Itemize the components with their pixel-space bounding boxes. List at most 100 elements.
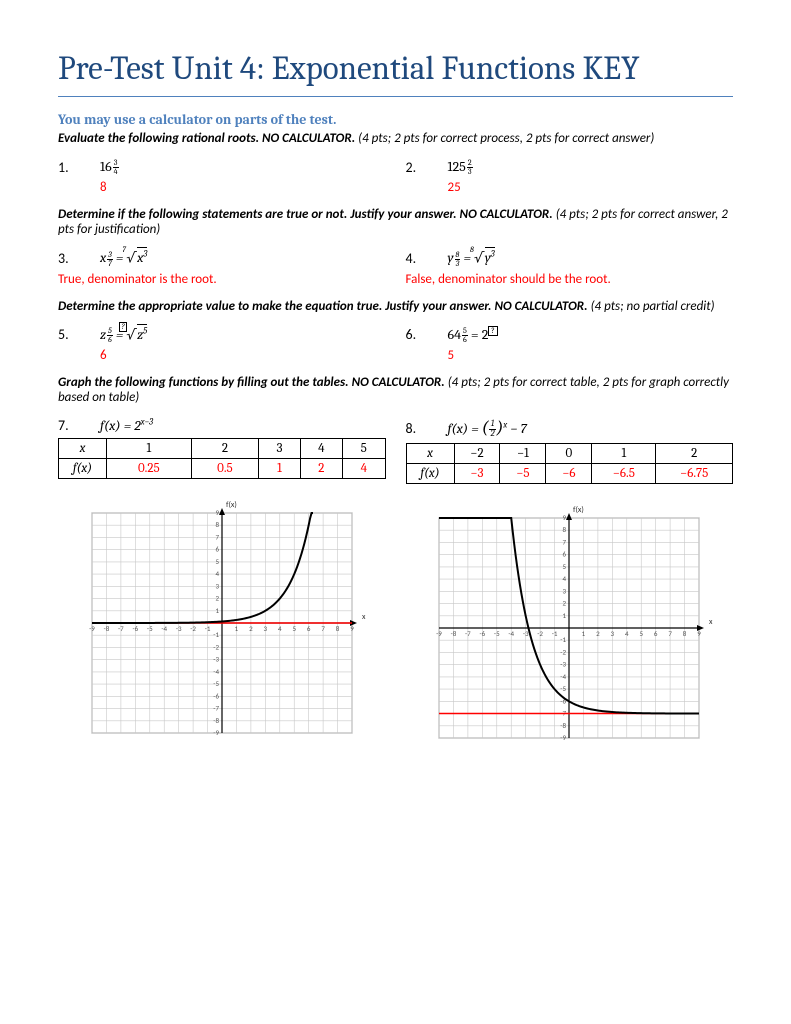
svg-text:9: 9 <box>697 629 701 638</box>
q6-ans: 5 <box>448 348 734 363</box>
svg-text:5: 5 <box>563 562 567 571</box>
svg-text:-1: -1 <box>213 630 219 639</box>
q1-math: 1634 <box>100 158 119 176</box>
svg-text:-9: -9 <box>561 733 567 742</box>
table-row: x 1 2 3 4 5 <box>59 439 386 459</box>
svg-text:1: 1 <box>215 606 219 615</box>
page-title: Pre-Test Unit 4: Exponential Functions K… <box>58 50 733 88</box>
svg-text:-1: -1 <box>204 624 210 633</box>
instr-1-bold: NO CALCULATOR. <box>262 131 355 146</box>
svg-text:-4: -4 <box>509 629 515 638</box>
table-row: f(x) 0.25 0.5 1 2 4 <box>59 459 386 479</box>
q5-math: z56 = ?√z5 <box>100 326 147 344</box>
q6-num: 6. <box>406 326 448 343</box>
svg-text:4: 4 <box>625 629 629 638</box>
q2-ans: 25 <box>448 180 734 195</box>
instr-4-bold: NO CALCULATOR. <box>352 375 445 390</box>
q6: 6. 6456 = 2? <box>406 326 734 344</box>
instr-3-pre: Determine the appropriate value to make … <box>58 299 494 314</box>
svg-text:3: 3 <box>215 581 219 590</box>
svg-text:9: 9 <box>563 513 567 522</box>
page: Pre-Test Unit 4: Exponential Functions K… <box>0 0 791 1024</box>
svg-text:7: 7 <box>215 532 219 541</box>
svg-text:-5: -5 <box>561 684 567 693</box>
svg-text:-9: -9 <box>89 624 95 633</box>
svg-text:6: 6 <box>654 629 658 638</box>
graph-svg: -9-9-8-8-7-7-6-6-5-5-4-4-3-3-2-2-1-11122… <box>72 493 372 753</box>
svg-text:-9: -9 <box>436 629 442 638</box>
instr-3-bold: NO CALCULATOR. <box>494 299 587 314</box>
svg-text:-8: -8 <box>561 721 567 730</box>
svg-text:3: 3 <box>263 624 267 633</box>
q4-math: y83 = 8√y3 <box>448 249 495 267</box>
svg-text:3: 3 <box>611 629 615 638</box>
q7: 7. f(x) = 2x−3 <box>58 417 386 434</box>
svg-text:2: 2 <box>563 599 567 608</box>
svg-text:-8: -8 <box>213 716 219 725</box>
svg-text:-4: -4 <box>161 624 167 633</box>
row-q1q2: 1. 1634 8 2. 12523 25 <box>58 158 733 207</box>
instr-3-post: (4 pts; no partial credit) <box>588 299 715 314</box>
q2-math: 12523 <box>448 158 473 176</box>
svg-text:7: 7 <box>321 624 325 633</box>
q8-graph: -9-9-8-8-7-7-6-6-5-5-4-4-3-3-2-2-1-11122… <box>406 498 734 758</box>
svg-text:5: 5 <box>292 624 296 633</box>
q8-num: 8. <box>406 420 448 437</box>
svg-text:-6: -6 <box>213 691 219 700</box>
svg-text:6: 6 <box>215 545 219 554</box>
q1: 1. 1634 <box>58 158 386 176</box>
svg-text:4: 4 <box>215 569 219 578</box>
svg-text:8: 8 <box>215 520 219 529</box>
svg-text:6: 6 <box>307 624 311 633</box>
svg-text:5: 5 <box>215 557 219 566</box>
svg-text:-9: -9 <box>213 728 219 737</box>
svg-text:-5: -5 <box>494 629 500 638</box>
svg-text:6: 6 <box>563 550 567 559</box>
q7-table: x 1 2 3 4 5 f(x) 0.25 0.5 1 2 4 <box>58 438 386 479</box>
q7-graph: -9-9-8-8-7-7-6-6-5-5-4-4-3-3-2-2-1-11122… <box>58 493 386 753</box>
instr-3: Determine the appropriate value to make … <box>58 299 733 314</box>
instr-1-pre: Evaluate the following rational roots. <box>58 131 262 146</box>
q5-num: 5. <box>58 326 100 343</box>
svg-text:7: 7 <box>669 629 673 638</box>
row-q5q6: 5. z56 = ?√z5 6 6. 6456 = 2? 5 <box>58 326 733 375</box>
row-q7q8: 7. f(x) = 2x−3 x 1 2 3 4 5 f(x) 0.25 0.5 <box>58 417 733 758</box>
q2: 2. 12523 <box>406 158 734 176</box>
svg-text:-4: -4 <box>213 667 219 676</box>
q6-math: 6456 = 2? <box>448 326 498 344</box>
svg-text:4: 4 <box>278 624 282 633</box>
instr-4-pre: Graph the following functions by filling… <box>58 375 352 390</box>
svg-text:9: 9 <box>350 624 354 633</box>
svg-text:9: 9 <box>215 508 219 517</box>
svg-text:-8: -8 <box>103 624 109 633</box>
q8: 8. f(x) = (12)x − 7 <box>406 417 734 439</box>
svg-text:-2: -2 <box>190 624 196 633</box>
svg-text:-3: -3 <box>561 660 567 669</box>
svg-text:-8: -8 <box>451 629 457 638</box>
row-q3q4: 3. x37 = 7√x3 True, denominator is the r… <box>58 249 733 298</box>
instr-2: Determine if the following statements ar… <box>58 207 733 237</box>
svg-text:-3: -3 <box>213 655 219 664</box>
q7-math: f(x) = 2x−3 <box>100 417 153 434</box>
svg-text:-2: -2 <box>213 642 219 651</box>
svg-text:1: 1 <box>563 611 567 620</box>
q4-ans: False, denominator should be the root. <box>406 272 734 287</box>
svg-text:-1: -1 <box>552 629 558 638</box>
svg-text:-7: -7 <box>465 629 471 638</box>
svg-text:-7: -7 <box>213 704 219 713</box>
q4-num: 4. <box>406 250 448 267</box>
svg-text:5: 5 <box>640 629 644 638</box>
svg-text:1: 1 <box>234 624 238 633</box>
svg-text:2: 2 <box>249 624 253 633</box>
q5-ans: 6 <box>100 348 386 363</box>
svg-text:8: 8 <box>563 525 567 534</box>
q7-num: 7. <box>58 417 100 434</box>
svg-text:-1: -1 <box>561 635 567 644</box>
q1-num: 1. <box>58 159 100 176</box>
svg-text:1: 1 <box>582 629 586 638</box>
instr-1-post: (4 pts; 2 pts for correct process, 2 pts… <box>355 131 654 146</box>
svg-text:-5: -5 <box>213 679 219 688</box>
svg-text:-2: -2 <box>538 629 544 638</box>
svg-text:8: 8 <box>336 624 340 633</box>
q3: 3. x37 = 7√x3 <box>58 249 386 267</box>
